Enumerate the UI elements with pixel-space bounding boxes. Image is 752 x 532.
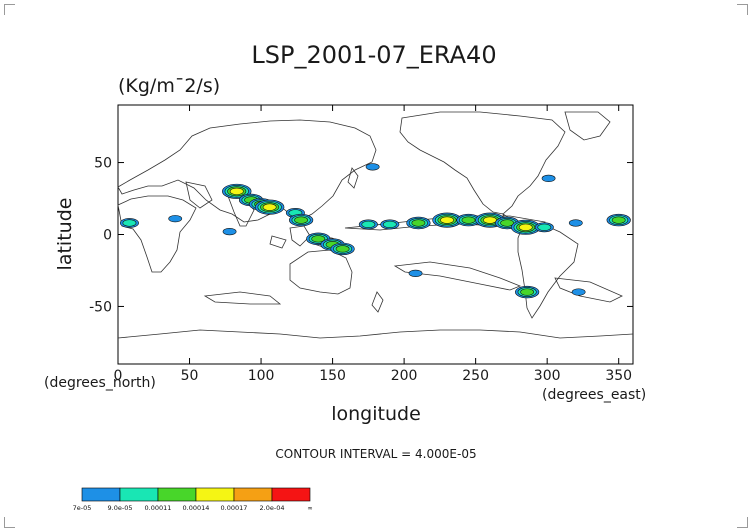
- colorbar-label: 7e-05: [73, 504, 92, 512]
- precip-contour-level: [541, 174, 556, 182]
- coastline-north-america: [399, 111, 566, 215]
- colorbar-swatch: [195, 487, 235, 502]
- y-unit-label: (degrees_north): [44, 375, 156, 391]
- precip-contour-level: [365, 163, 380, 171]
- chart-title: LSP_2001-07_ERA40: [251, 41, 496, 69]
- precip-contour-level: [229, 187, 244, 195]
- precip-contour-level: [520, 288, 535, 296]
- coastline-arabia: [185, 181, 213, 209]
- coastline-japan: [347, 167, 359, 189]
- x-tick-label: 100: [248, 368, 275, 384]
- chart-units: (Kg/m¯2/s): [118, 75, 220, 97]
- precip-contour-level: [222, 228, 237, 236]
- frame-corner: [737, 517, 748, 528]
- coastline-borneo: [289, 225, 311, 247]
- precip-contour-level: [537, 223, 552, 231]
- coastline-sumatra: [269, 235, 287, 249]
- x-tick-label: 250: [462, 368, 489, 384]
- colorbar-swatch: [271, 487, 311, 502]
- coastline-australia: [289, 249, 353, 295]
- precip-contour-level: [335, 245, 350, 253]
- y-axis: -50 0 50: [89, 156, 633, 315]
- x-tick-label: 350: [605, 368, 632, 384]
- contour-south-pacific: [393, 261, 522, 291]
- precip-contour-level: [483, 216, 497, 224]
- coastline-south-america: [517, 223, 579, 319]
- colorbar-swatch: [157, 487, 197, 502]
- plot-frame: [117, 104, 634, 365]
- coastline-eurasia: [117, 119, 377, 223]
- coastline-greenland: [564, 111, 611, 141]
- x-tick-label: 150: [319, 368, 346, 384]
- frame-corner: [4, 4, 15, 15]
- contour-indian-ocean: [203, 291, 282, 305]
- colorbar-label: 0.00011: [145, 504, 172, 512]
- precip-contour-level: [262, 203, 277, 211]
- coastline-africa: [117, 195, 197, 273]
- colorbar-label: 0.00017: [221, 504, 248, 512]
- precipitation-field: [119, 163, 631, 299]
- x-axis: 0 50 100 150 200 250 300 350: [114, 105, 632, 384]
- x-tick-label: 300: [534, 368, 561, 384]
- precip-contour-level: [408, 269, 423, 277]
- precip-contour-level: [568, 219, 583, 227]
- plot-area: [117, 104, 634, 365]
- precip-contour-level: [411, 219, 426, 227]
- x-tick-label: 0: [114, 368, 123, 384]
- precip-contour-level: [361, 220, 376, 229]
- precip-contour-level: [168, 215, 183, 223]
- precip-contour-level: [611, 216, 626, 224]
- frame-corner: [4, 517, 15, 528]
- colorbar-label: 2.0e-04: [260, 504, 285, 512]
- frame-corner: [737, 4, 748, 15]
- colorbar-swatch: [119, 487, 159, 502]
- precip-contour-level: [382, 220, 397, 229]
- precip-contour-level: [571, 288, 586, 296]
- precip-contour-level: [518, 223, 533, 231]
- colorbar-label: 9.0e-05: [108, 504, 133, 512]
- contour-interval-text: CONTOUR INTERVAL = 4.000E-05: [275, 447, 476, 461]
- x-unit-label: (degrees_east): [542, 387, 646, 403]
- colorbar-label: ∞: [307, 504, 312, 512]
- coastline-antarctica: [117, 329, 634, 339]
- colorbar: 7e-05 9.0e-05 0.00011 0.00014 0.00017 2.0e-04…: [73, 487, 313, 512]
- precip-contour-level: [440, 216, 454, 224]
- x-axis-label: longitude: [331, 403, 421, 425]
- colorbar-swatch: [233, 487, 273, 502]
- precip-contour-level: [122, 219, 137, 227]
- y-tick-label: 50: [94, 156, 112, 172]
- precip-contour-level: [294, 216, 309, 224]
- colorbar-swatch: [81, 487, 121, 502]
- coastline-new-zealand: [371, 291, 384, 313]
- y-tick-label: -50: [89, 299, 112, 315]
- precip-contour-level: [461, 216, 476, 224]
- x-tick-label: 200: [391, 368, 418, 384]
- x-tick-label: 50: [181, 368, 199, 384]
- y-axis-label: latitude: [54, 198, 76, 271]
- y-tick-label: 0: [103, 228, 112, 244]
- contour-south-atlantic: [554, 277, 623, 303]
- precip-contour-level: [311, 235, 326, 243]
- colorbar-label: 0.00014: [183, 504, 210, 512]
